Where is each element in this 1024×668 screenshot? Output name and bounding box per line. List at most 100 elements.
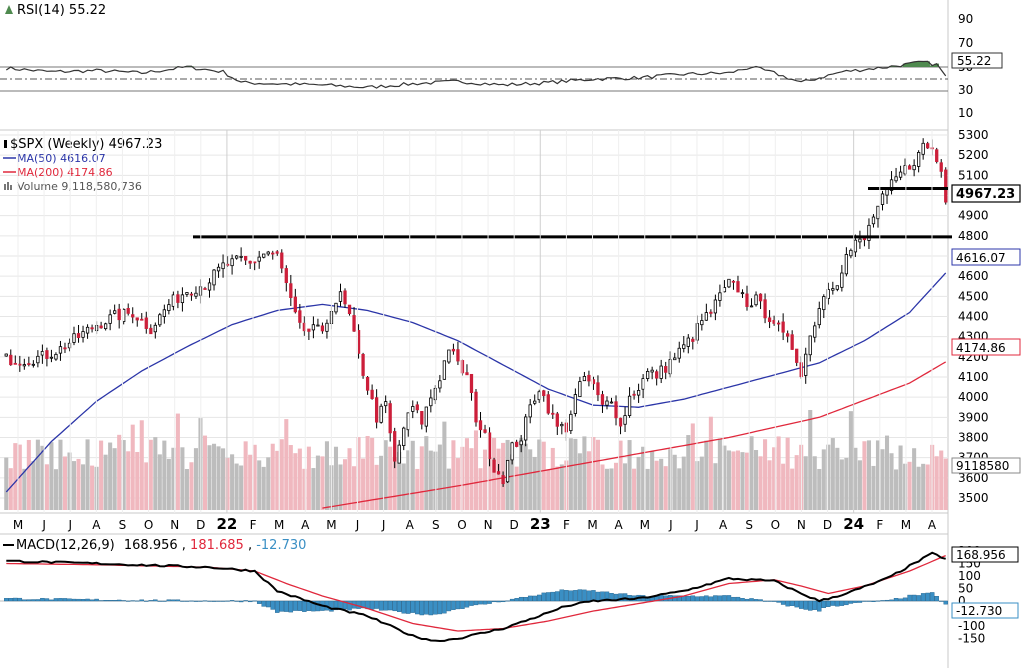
price-tick-label: 5300: [958, 128, 989, 142]
volume-bar: [785, 437, 790, 510]
macd-histogram-bar: [537, 594, 542, 602]
x-tick-label: S: [745, 518, 753, 532]
price-tick-label: 4000: [958, 390, 989, 404]
volume-bar: [117, 434, 122, 510]
candle-body: [944, 169, 948, 203]
macd-histogram-bar: [180, 600, 185, 602]
volume-bar: [492, 437, 497, 510]
volume-bar: [523, 443, 528, 510]
macd-line: [6, 551, 946, 643]
candle-body: [230, 258, 234, 267]
volume-bar: [257, 460, 262, 510]
price-legend-icon: [4, 140, 7, 148]
macd-histogram-bar: [582, 589, 587, 602]
volume-bar: [677, 468, 682, 510]
macd-histogram-bar: [862, 600, 867, 602]
volume-bar: [473, 430, 479, 510]
macd-histogram-bar: [853, 600, 858, 603]
x-tick-label: 24: [843, 515, 864, 533]
volume-bar: [397, 451, 402, 510]
volume-bar: [415, 468, 420, 510]
macd-histogram-bar: [749, 598, 754, 602]
candle-body: [221, 262, 225, 270]
volume-bar: [857, 460, 862, 510]
candle-body: [659, 365, 663, 379]
candle-body: [555, 413, 559, 427]
volume-bar: [641, 446, 646, 510]
macd-histogram-bar: [550, 591, 556, 602]
volume-bar: [460, 446, 465, 510]
volume-bar: [821, 449, 826, 510]
x-tick-label: S: [119, 518, 127, 532]
macd-histogram-bar: [387, 600, 393, 611]
close-price-badge: 4967.23: [951, 184, 1021, 203]
volume-bar: [374, 464, 379, 510]
volume-bar: [835, 447, 840, 510]
macd-histogram-bar: [35, 599, 41, 602]
macd-histogram-bar: [220, 600, 226, 602]
volume-bar: [243, 441, 248, 510]
macd-histogram-bar: [17, 597, 23, 602]
volume-bar: [4, 457, 9, 510]
candle-body: [293, 296, 297, 313]
candle-body: [194, 292, 198, 297]
candle-body: [307, 328, 311, 332]
macd-histogram-bar: [478, 600, 483, 605]
volume-bar: [333, 446, 339, 510]
volume-bar: [85, 439, 90, 510]
volume-bar: [740, 452, 745, 510]
volume-bar: [862, 441, 867, 510]
macd-histogram-bar: [564, 590, 569, 602]
volume-bar: [230, 454, 235, 510]
volume-bar: [880, 449, 885, 510]
candle-body: [496, 471, 501, 475]
macd-histogram-bar: [767, 600, 772, 602]
candle-body: [786, 333, 790, 337]
macd-histogram-bar: [238, 600, 244, 603]
macd-histogram-bar: [731, 596, 736, 602]
volume-bar: [324, 441, 329, 510]
macd-histogram-bar: [803, 600, 808, 610]
macd-histogram-bar: [532, 595, 537, 602]
macd-histogram-bar: [911, 594, 917, 602]
x-axis: M J J A S O N D 22 F M A M J J A S O N D 23 F M A M J J A S O N D 24 F M A: [13, 130, 937, 533]
volume-bar: [618, 440, 623, 510]
volume-bar: [225, 457, 230, 510]
volume-bar: [744, 452, 750, 510]
macd-histogram-bar: [776, 600, 781, 603]
macd-histogram-bar: [216, 600, 221, 602]
macd-histogram-bar: [884, 599, 890, 602]
candle-body: [677, 347, 681, 359]
volume-bar: [62, 456, 68, 510]
volume-bar: [189, 462, 194, 510]
volume-bar: [781, 463, 786, 510]
volume-bar: [934, 456, 939, 510]
candle-body: [365, 376, 370, 391]
volume-bar: [632, 468, 637, 510]
macd-histogram-bar: [595, 591, 601, 602]
ma50-layer: [5, 272, 947, 493]
macd-histogram-bar: [125, 600, 131, 602]
macd-histogram-bar: [58, 598, 63, 602]
candle-body: [939, 162, 943, 172]
macd-histogram-bar: [198, 600, 203, 602]
candle-body: [113, 310, 117, 314]
candle-body: [840, 272, 844, 288]
candle-body: [271, 252, 275, 255]
macd-histogram-bar: [329, 600, 334, 612]
candle-body: [347, 304, 352, 315]
macd-histogram-bar: [835, 600, 840, 607]
macd-histogram-bar: [830, 600, 836, 606]
macd-histogram-bar: [31, 599, 36, 602]
volume-bar: [604, 468, 610, 510]
macd-histogram-bar: [424, 600, 429, 615]
volume-bar: [559, 464, 564, 510]
volume-bar: [157, 454, 162, 510]
rsi-line: [5, 60, 947, 89]
macd-histogram-bar: [211, 600, 217, 602]
macd-histogram-bar: [121, 600, 126, 602]
candle-body: [370, 389, 374, 399]
macd-histogram-bar: [473, 600, 479, 606]
volume-bar: [270, 443, 275, 510]
candle-body: [262, 253, 266, 258]
